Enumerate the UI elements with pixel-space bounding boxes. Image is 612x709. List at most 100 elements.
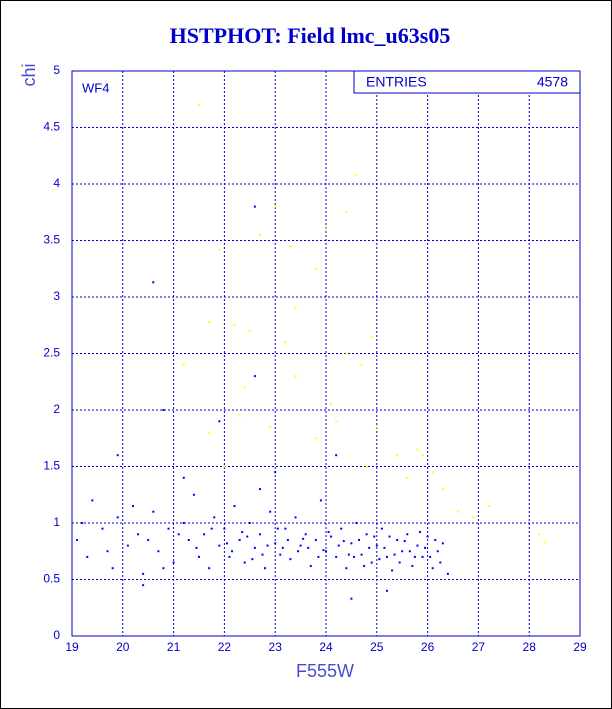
point — [289, 558, 292, 561]
point — [406, 533, 409, 536]
point — [335, 454, 338, 457]
point — [370, 335, 373, 338]
x-tick-label: 24 — [319, 640, 333, 654]
point — [314, 437, 317, 440]
y-tick-label: 3.5 — [43, 233, 60, 247]
point — [182, 522, 185, 524]
point — [225, 542, 228, 545]
point — [172, 561, 175, 564]
x-tick-label: 29 — [573, 640, 587, 654]
point — [322, 549, 325, 552]
point — [388, 535, 391, 538]
point — [111, 567, 114, 570]
point — [253, 205, 256, 208]
point — [286, 538, 289, 541]
point — [342, 540, 345, 543]
point — [284, 341, 287, 344]
point — [360, 363, 363, 366]
point — [238, 538, 241, 541]
point — [289, 245, 292, 248]
point — [398, 561, 401, 564]
point — [91, 499, 94, 502]
point — [380, 527, 383, 530]
point — [424, 546, 427, 549]
x-tick-label: 19 — [65, 640, 79, 654]
point — [319, 499, 322, 502]
point — [416, 448, 419, 451]
y-tick-label: 1 — [53, 515, 60, 529]
point — [335, 420, 338, 423]
point — [487, 505, 490, 508]
point — [355, 522, 358, 524]
point — [294, 307, 297, 310]
point — [352, 555, 355, 558]
point — [345, 352, 348, 355]
point — [396, 538, 399, 541]
point — [253, 546, 256, 549]
point — [441, 488, 444, 491]
point — [198, 555, 200, 558]
point — [325, 228, 327, 231]
point — [294, 516, 297, 519]
x-tick-label: 23 — [269, 640, 283, 654]
point — [385, 555, 388, 558]
point — [258, 233, 261, 236]
point — [281, 546, 284, 549]
x-axis-title: F555W — [296, 661, 354, 681]
point — [373, 535, 376, 538]
point — [162, 567, 165, 570]
point — [116, 454, 119, 457]
point — [302, 537, 305, 540]
point — [276, 527, 279, 530]
point — [208, 431, 211, 434]
point — [337, 544, 340, 547]
point — [413, 555, 416, 558]
point — [157, 550, 160, 553]
point — [228, 555, 231, 558]
point — [203, 533, 206, 536]
point — [345, 567, 348, 570]
point — [391, 569, 394, 572]
point — [363, 564, 366, 567]
point — [365, 533, 368, 536]
point — [406, 476, 409, 479]
point — [86, 555, 89, 558]
point — [152, 281, 155, 284]
point — [307, 546, 310, 549]
x-tick-label: 25 — [370, 640, 384, 654]
point — [218, 248, 221, 251]
point — [327, 531, 330, 534]
point — [233, 505, 236, 508]
point — [396, 454, 399, 457]
point — [243, 561, 246, 564]
point — [441, 542, 444, 545]
point — [213, 516, 216, 519]
point — [347, 553, 350, 556]
point — [248, 329, 251, 332]
y-axis-title: chi — [19, 63, 39, 86]
point — [101, 527, 104, 530]
point — [393, 553, 396, 556]
point — [126, 544, 129, 547]
stats-box — [353, 70, 581, 94]
point — [426, 535, 429, 538]
point — [378, 558, 381, 561]
point — [446, 572, 449, 575]
point — [416, 544, 419, 547]
point — [147, 538, 150, 541]
point — [251, 558, 254, 561]
point — [429, 555, 432, 558]
point — [421, 555, 424, 558]
point — [330, 403, 333, 406]
point — [408, 550, 411, 553]
point — [269, 510, 272, 513]
y-tick-label: 5 — [53, 63, 60, 77]
point — [368, 546, 371, 549]
point — [106, 550, 109, 553]
point — [231, 550, 234, 553]
point — [403, 540, 406, 543]
point — [385, 589, 388, 592]
point — [375, 425, 378, 428]
